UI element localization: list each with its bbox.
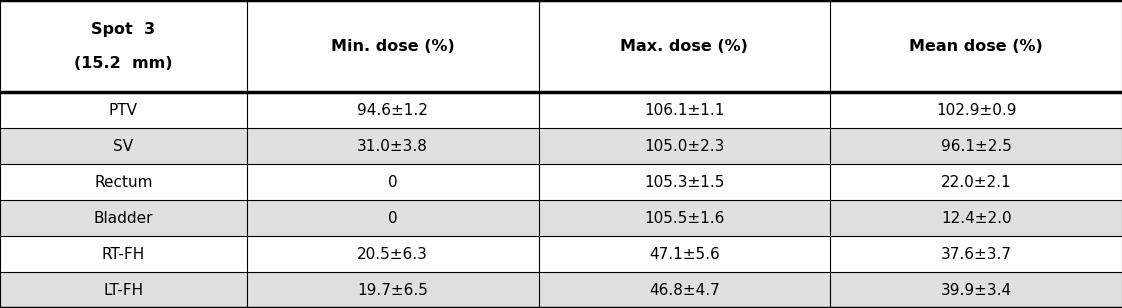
- Text: Mean dose (%): Mean dose (%): [909, 39, 1043, 54]
- Text: Bladder: Bladder: [93, 211, 154, 226]
- Text: Rectum: Rectum: [94, 175, 153, 190]
- Text: (15.2  mm): (15.2 mm): [74, 56, 173, 71]
- Text: 19.7±6.5: 19.7±6.5: [357, 282, 429, 298]
- Text: PTV: PTV: [109, 103, 138, 118]
- Text: Max. dose (%): Max. dose (%): [620, 39, 748, 54]
- Text: 20.5±6.3: 20.5±6.3: [357, 247, 429, 261]
- Bar: [0, 272, 1122, 308]
- Text: LT-FH: LT-FH: [103, 282, 144, 298]
- Text: Min. dose (%): Min. dose (%): [331, 39, 454, 54]
- Text: SV: SV: [113, 139, 134, 154]
- Text: 96.1±2.5: 96.1±2.5: [940, 139, 1012, 154]
- Text: 12.4±2.0: 12.4±2.0: [941, 211, 1011, 226]
- Text: 94.6±1.2: 94.6±1.2: [357, 103, 429, 118]
- Text: 102.9±0.9: 102.9±0.9: [936, 103, 1017, 118]
- Text: 37.6±3.7: 37.6±3.7: [940, 247, 1012, 261]
- Text: 0: 0: [388, 175, 397, 190]
- Text: 46.8±4.7: 46.8±4.7: [649, 282, 720, 298]
- Text: Spot  3: Spot 3: [91, 22, 156, 37]
- Bar: [0, 236, 1122, 272]
- Text: 47.1±5.6: 47.1±5.6: [649, 247, 720, 261]
- Text: RT-FH: RT-FH: [102, 247, 145, 261]
- Bar: [0, 92, 1122, 128]
- Bar: [0, 200, 1122, 236]
- Text: 22.0±2.1: 22.0±2.1: [941, 175, 1011, 190]
- Text: 106.1±1.1: 106.1±1.1: [644, 103, 725, 118]
- Text: 31.0±3.8: 31.0±3.8: [357, 139, 429, 154]
- Text: 39.9±3.4: 39.9±3.4: [940, 282, 1012, 298]
- Text: 105.3±1.5: 105.3±1.5: [644, 175, 725, 190]
- Text: 105.5±1.6: 105.5±1.6: [644, 211, 725, 226]
- Bar: [0, 0, 1122, 92]
- Bar: [0, 128, 1122, 164]
- Bar: [0, 164, 1122, 200]
- Text: 105.0±2.3: 105.0±2.3: [644, 139, 725, 154]
- Text: 0: 0: [388, 211, 397, 226]
